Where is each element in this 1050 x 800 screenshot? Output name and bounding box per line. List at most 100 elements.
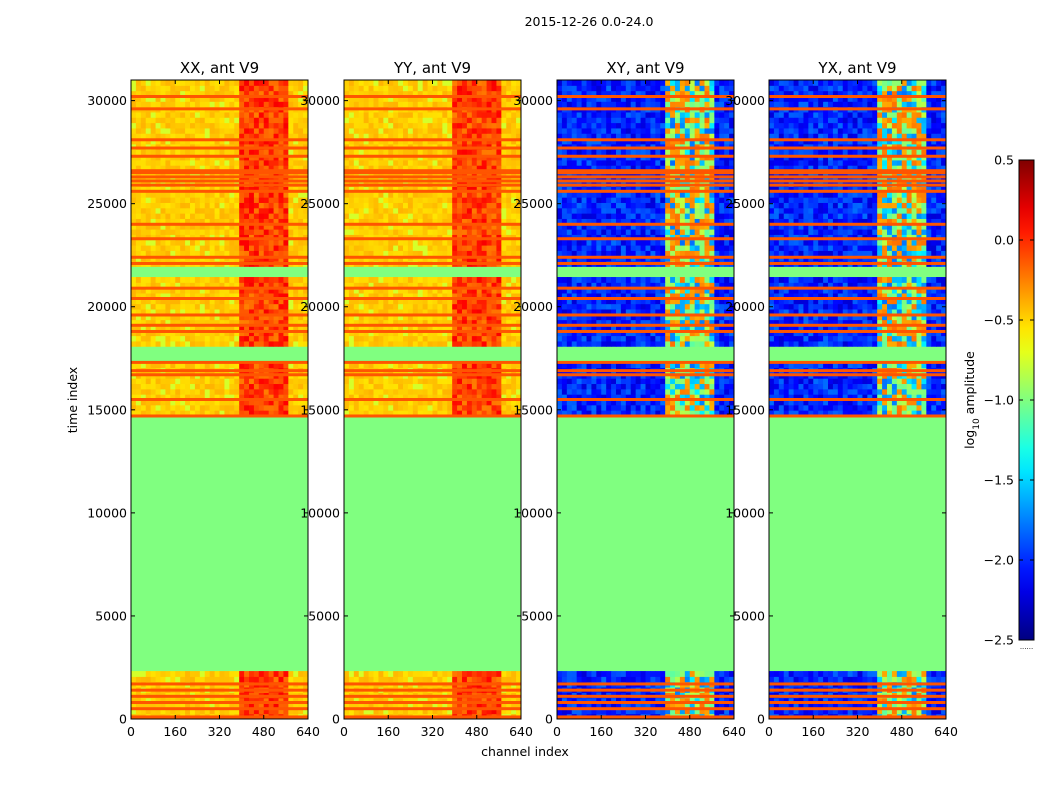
heatmap-cell [199,85,206,92]
heatmap-cell [253,298,260,305]
heatmap-cell [253,117,260,124]
heatmap-cell [303,319,308,326]
heatmap-cell [253,314,260,321]
heatmap-cell [229,340,235,347]
heatmap-cell [447,101,453,108]
heatmap-cell [506,90,512,97]
heatmap-cell [288,362,294,369]
heatmap-cell [437,293,443,299]
heatmap-cell [378,697,384,704]
heatmap-cell [506,202,512,209]
heatmap-cell [145,250,152,257]
heatmap-cell [263,319,270,326]
heatmap-cell [496,218,502,225]
heatmap-cell [511,223,517,230]
heatmap-cell [368,213,374,219]
figure-suptitle: 2015-12-26 0.0-24.0 [525,14,654,29]
heatmap-cell [160,388,166,395]
heatmap-cell [298,122,304,129]
heatmap-cell [363,708,370,715]
heatmap-cell [437,122,443,129]
heatmap-cell [358,117,365,124]
heatmap-cell [194,303,201,310]
heatmap-cell [422,676,429,683]
heatmap-cell [283,213,289,219]
heatmap-cell [486,330,492,337]
heatmap-cell [481,245,488,251]
heatmap-cell [239,340,245,347]
heatmap-cell [303,122,308,129]
heatmap-cell [234,378,240,385]
heatmap-cell [273,90,279,97]
heatmap-cell [140,277,147,283]
heatmap-cell [155,138,161,145]
heatmap-cell [511,340,517,347]
heatmap-cell [496,671,502,677]
heatmap-cell [263,708,270,715]
heatmap-cell [268,676,275,683]
heatmap-cell [263,314,270,321]
heatmap-cell [204,298,211,305]
heatmap-cell [175,250,181,257]
heatmap-cell [432,676,438,683]
heatmap-cell [229,218,235,225]
heatmap-cell [160,90,166,97]
heatmap-cell [209,117,216,124]
heatmap-cell [407,399,414,406]
heatmap-cell [209,138,216,145]
heatmap-cell [398,207,404,214]
heatmap-cell [273,85,279,92]
heatmap-cell [180,404,186,411]
heatmap-cell [239,293,245,299]
heatmap-cell [244,388,250,395]
heatmap-cell [244,90,250,97]
heatmap-cell [219,213,225,219]
heatmap-cell [491,410,497,416]
heatmap-cell [344,239,350,246]
heatmap-cell [442,191,448,198]
heatmap-cell [278,314,284,321]
heatmap-cell [283,207,289,214]
heatmap-cell [199,191,206,198]
heatmap-cell [239,218,245,225]
heatmap-cell [219,90,225,97]
heatmap-cell [417,399,424,406]
x-tick-label: 0 [127,724,135,739]
heatmap-cell [403,202,409,209]
heatmap-cell [363,186,370,193]
heatmap-cell [140,165,147,172]
heatmap-cell [427,213,433,219]
heatmap-cell [383,165,389,172]
heatmap-cell [145,133,152,140]
heatmap-cell [462,218,468,225]
heatmap-cell [253,80,260,86]
heatmap-cell [348,239,355,246]
heatmap-cell [393,165,399,172]
heatmap-cell [160,708,166,715]
heatmap-cell [190,80,196,86]
heatmap-cell [234,308,240,315]
heatmap-cell [452,90,458,97]
heatmap-cell [427,80,433,86]
heatmap-cell [263,191,270,198]
heatmap-cell [368,335,374,342]
heatmap-cell [373,101,379,108]
heatmap-cell [452,388,458,395]
heatmap-cell [466,122,473,129]
heatmap-cell [368,111,374,118]
heatmap-cell [501,90,507,97]
heatmap-cell [229,277,235,283]
heatmap-cell [427,703,433,709]
heatmap-cell [268,80,275,86]
heatmap-cell [170,410,176,416]
heatmap-cell [180,308,186,315]
heatmap-cell [373,319,379,326]
heatmap-cell [273,378,279,385]
heatmap-cell [214,394,220,400]
heatmap-cell [283,308,289,315]
heatmap-cell [437,80,443,86]
heatmap-cell [422,207,429,214]
heatmap-cell [373,388,379,395]
heatmap-cell [407,149,414,156]
heatmap-cell [511,282,517,289]
